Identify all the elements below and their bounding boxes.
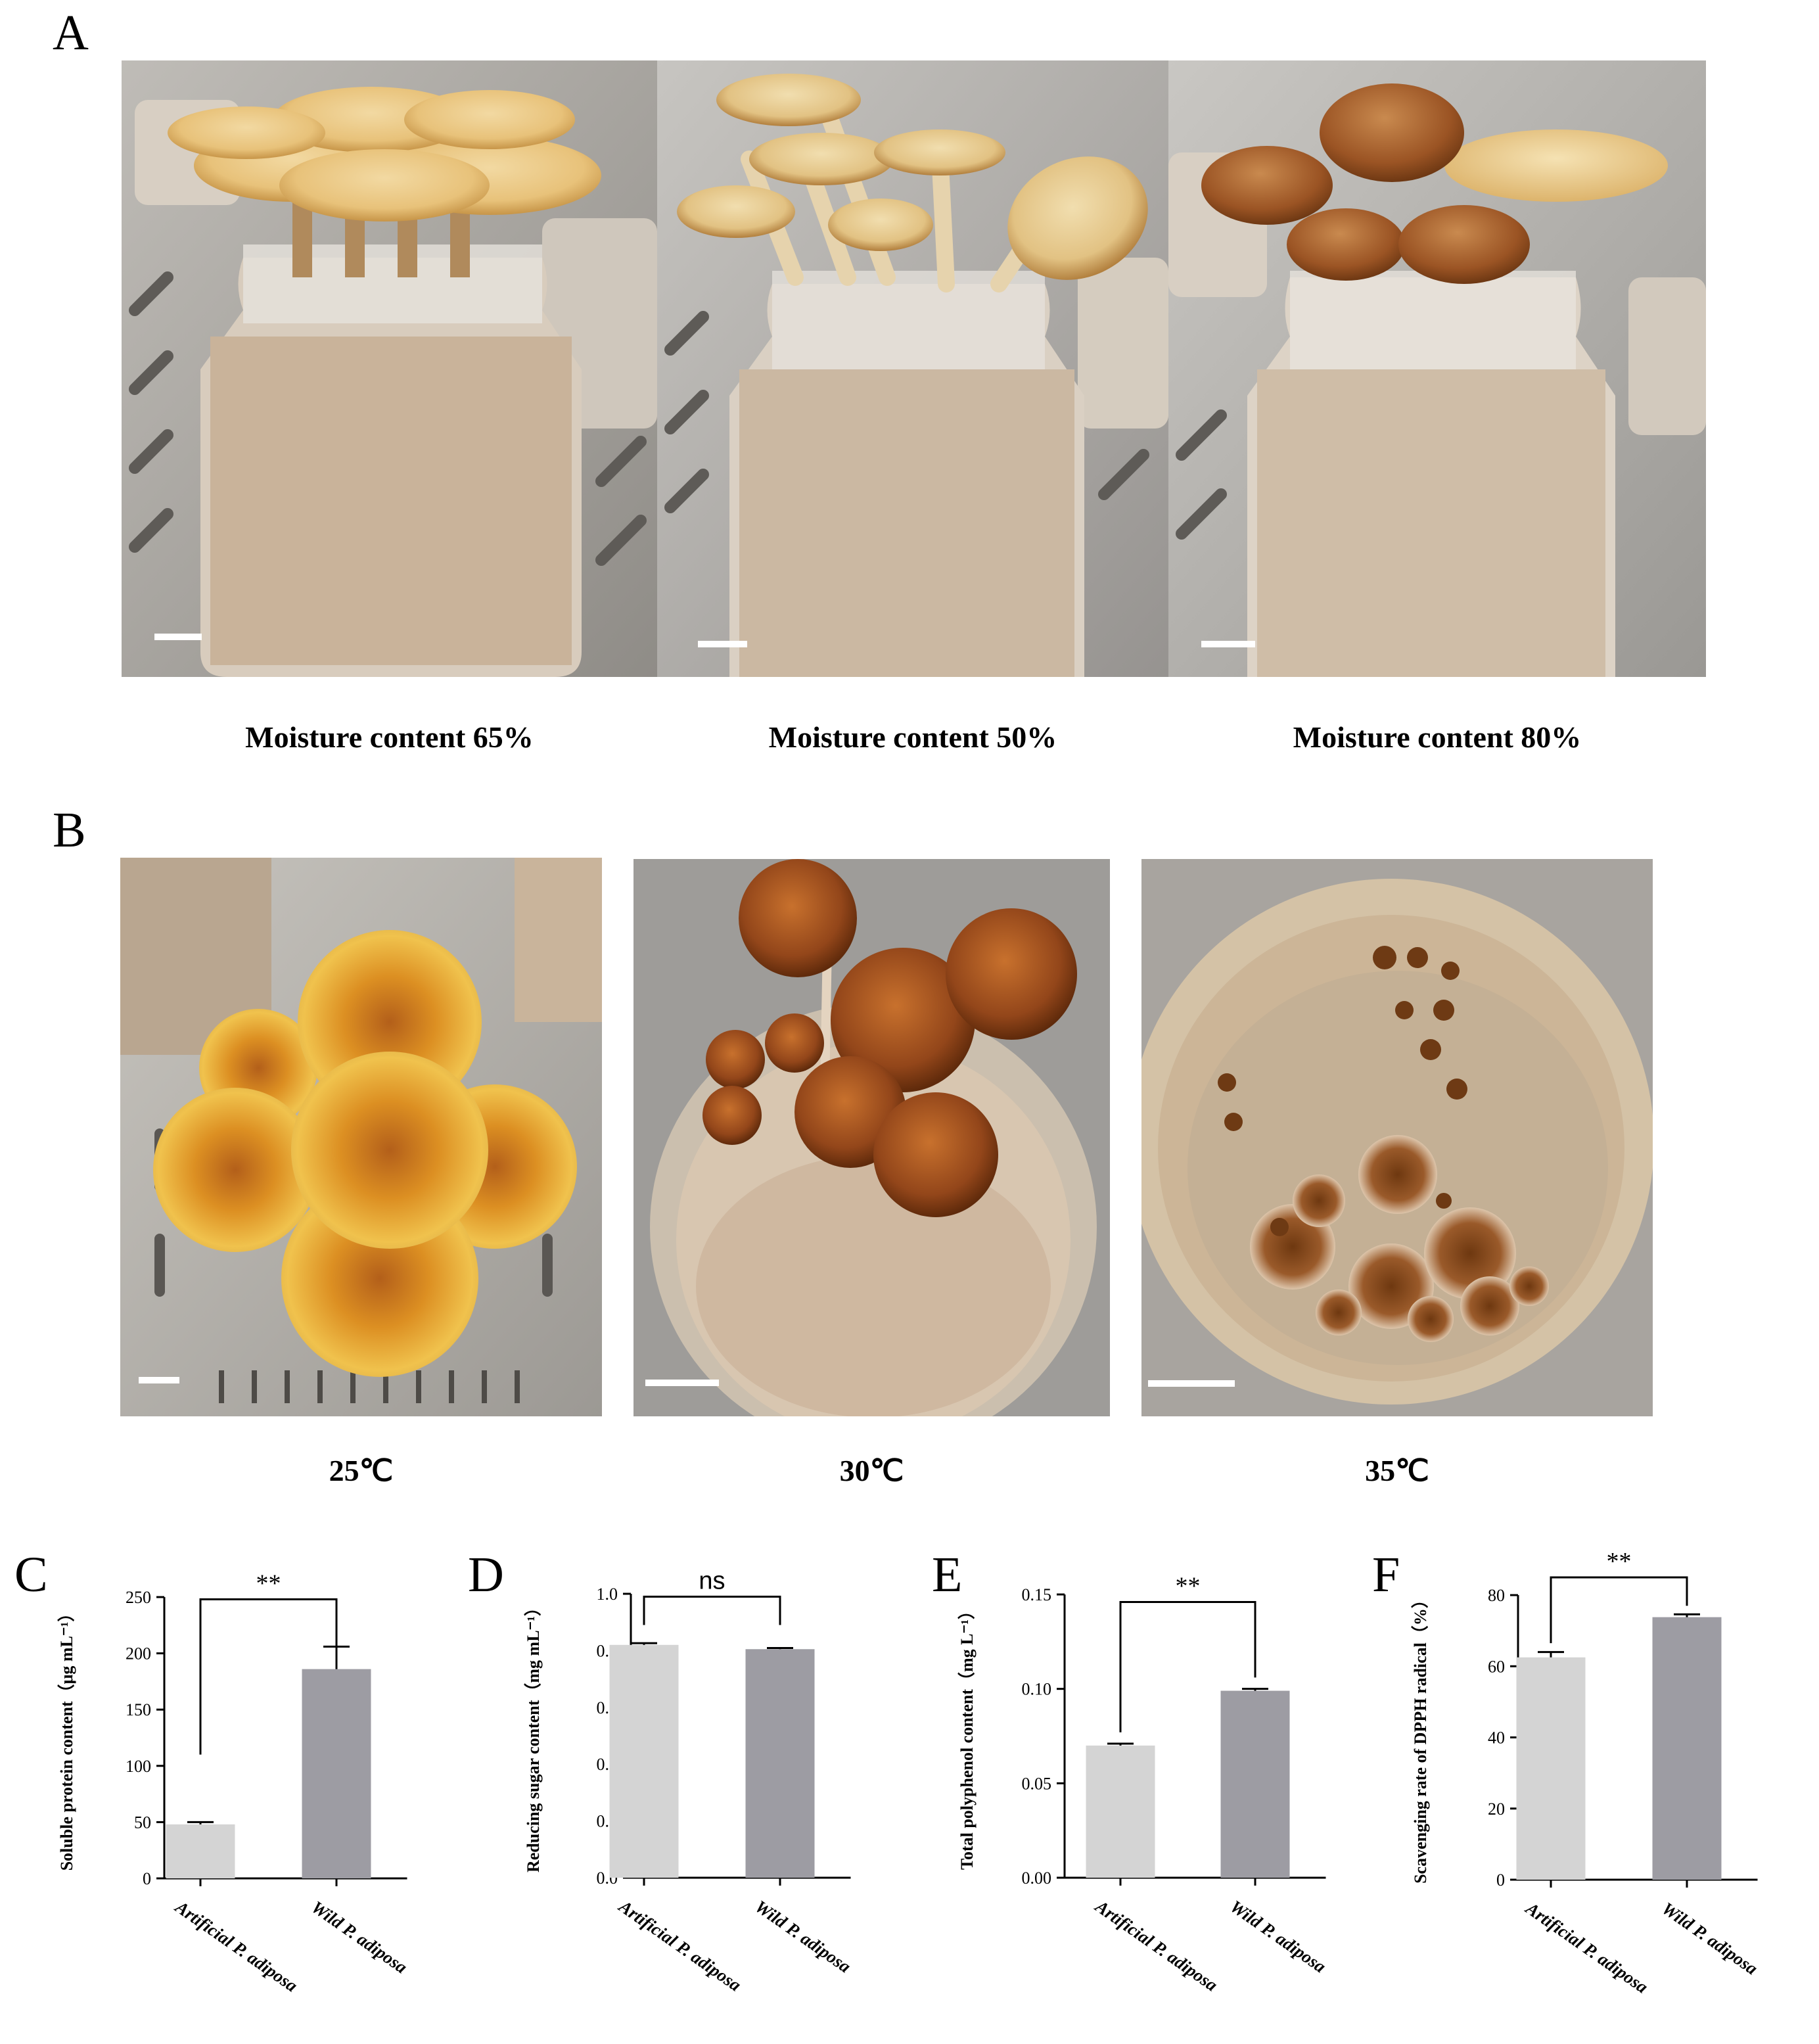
y-tick-label: 60 bbox=[1488, 1657, 1505, 1676]
photo-temp-30 bbox=[633, 859, 1110, 1416]
y-tick-label: 40 bbox=[1488, 1729, 1505, 1748]
y-axis-label: Scavenging rate of DPPH radical（%） bbox=[1411, 1591, 1430, 1884]
photo-moisture-65 bbox=[122, 60, 657, 677]
y-axis-label: Total polyphenol content（mg L⁻¹） bbox=[957, 1602, 977, 1870]
significance-label: ** bbox=[1607, 1548, 1632, 1575]
significance-bracket bbox=[199, 1598, 338, 1755]
y-tick-label: 250 bbox=[126, 1588, 151, 1607]
caption-temp-25: 25℃ bbox=[329, 1454, 394, 1487]
y-tick-label: 0.05 bbox=[1022, 1774, 1052, 1793]
x-tick-label: Wild P. adiposa bbox=[752, 1896, 855, 1976]
x-tick-label: Wild P. adiposa bbox=[308, 1897, 411, 1977]
y-tick-label: 150 bbox=[126, 1700, 151, 1719]
significance-label: ** bbox=[256, 1569, 281, 1597]
significance-label: ** bbox=[1176, 1572, 1201, 1600]
caption-moisture-80: Moisture content 80% bbox=[1293, 720, 1582, 754]
significance-bracket bbox=[1550, 1576, 1688, 1644]
y-tick-label: 0 bbox=[1496, 1870, 1505, 1890]
bar bbox=[745, 1649, 815, 1878]
bar bbox=[166, 1824, 235, 1878]
bar bbox=[609, 1644, 679, 1878]
chart-soluble-protein: Soluble protein content（μg mL⁻¹） 0 50 100 15… bbox=[0, 1531, 526, 2044]
panel-letter-d: D bbox=[468, 1547, 504, 1602]
caption-temp-35: 35℃ bbox=[1365, 1454, 1429, 1487]
chart-total-polyphenol: Total polyphenol content（mg L⁻¹） 0.00 0.05… bbox=[917, 1531, 1403, 2044]
x-tick-label: Artificial P. adiposa bbox=[614, 1895, 745, 1995]
y-tick-label: 50 bbox=[134, 1813, 151, 1832]
caption-temp-30: 30℃ bbox=[839, 1454, 904, 1487]
bar bbox=[1516, 1657, 1586, 1880]
bar bbox=[1652, 1617, 1722, 1880]
y-tick-label: 0 bbox=[143, 1869, 151, 1888]
x-tick-label: Artificial P. adiposa bbox=[1091, 1895, 1221, 1995]
photo-moisture-50 bbox=[657, 60, 1168, 677]
panel-letter-a: A bbox=[53, 5, 89, 60]
x-tick-label: Artificial P. adiposa bbox=[171, 1896, 301, 1995]
panel-letter-c: C bbox=[14, 1547, 48, 1602]
bar bbox=[302, 1669, 371, 1878]
photo-temp-35 bbox=[1141, 859, 1653, 1416]
y-tick-label: 0.00 bbox=[1022, 1869, 1052, 1888]
caption-moisture-50: Moisture content 50% bbox=[768, 720, 1057, 754]
significance-label: ns bbox=[699, 1567, 725, 1594]
x-tick-label: Artificial P. adiposa bbox=[1521, 1897, 1651, 1997]
y-tick-label: 20 bbox=[1488, 1800, 1505, 1819]
significance-bracket bbox=[643, 1595, 781, 1625]
panel-letter-f: F bbox=[1372, 1547, 1400, 1602]
photo-moisture-80 bbox=[1168, 60, 1706, 677]
photo-temp-25 bbox=[120, 858, 602, 1416]
y-tick-label: 200 bbox=[126, 1644, 151, 1663]
y-tick-label: 1.0 bbox=[597, 1585, 618, 1604]
panel-letter-e: E bbox=[932, 1547, 963, 1602]
panel-letter-b: B bbox=[53, 802, 86, 858]
chart-dpph-scavenging: Scavenging rate of DPPH radical（%） 0 20 40 6… bbox=[1360, 1531, 1819, 2044]
chart-reducing-sugar: Reducing sugar content（mg mL⁻¹） 0.0 0.2 0.4… bbox=[453, 1531, 940, 2044]
bar bbox=[1086, 1745, 1155, 1878]
caption-moisture-65: Moisture content 65% bbox=[245, 720, 534, 754]
y-tick-label: 0.10 bbox=[1022, 1680, 1052, 1699]
y-tick-label: 0.15 bbox=[1022, 1585, 1052, 1604]
y-axis-label: Reducing sugar content（mg mL⁻¹） bbox=[524, 1599, 543, 1872]
y-tick-label: 80 bbox=[1488, 1586, 1505, 1605]
y-axis-label: Soluble protein content（μg mL⁻¹） bbox=[57, 1605, 76, 1871]
x-tick-label: Wild P. adiposa bbox=[1659, 1898, 1762, 1978]
y-tick-label: 100 bbox=[126, 1757, 151, 1776]
bar bbox=[1220, 1690, 1290, 1878]
significance-bracket bbox=[1119, 1600, 1256, 1732]
x-tick-label: Wild P. adiposa bbox=[1227, 1896, 1330, 1976]
